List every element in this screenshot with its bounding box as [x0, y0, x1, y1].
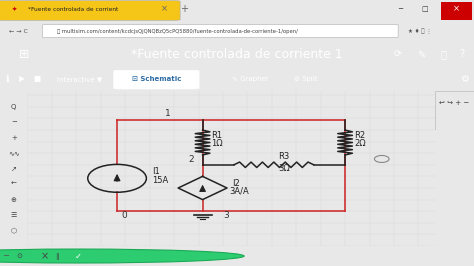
Text: ✦: ✦ [12, 7, 17, 12]
Text: ⊕: ⊕ [11, 197, 17, 203]
Circle shape [0, 251, 152, 262]
Text: *Fuente controlada de corriente 1: *Fuente controlada de corriente 1 [131, 48, 343, 61]
Text: *Fuente controlada de corrient: *Fuente controlada de corrient [28, 7, 118, 12]
Text: ✓: ✓ [75, 252, 82, 260]
Text: ⚙: ⚙ [460, 74, 468, 84]
Text: R1: R1 [211, 131, 223, 140]
Text: ⤢: ⤢ [441, 49, 447, 59]
Text: 1Ω: 1Ω [211, 139, 223, 148]
Text: 3Ω: 3Ω [278, 164, 290, 173]
Text: ‖: ‖ [55, 252, 59, 260]
Text: 15A: 15A [152, 176, 168, 185]
Text: ∿ Grapher: ∿ Grapher [232, 76, 269, 82]
Text: ↩ ↪ + −: ↩ ↪ + − [439, 100, 469, 106]
Text: −: − [11, 119, 17, 125]
Text: 3A/A: 3A/A [229, 186, 249, 196]
Text: ↗: ↗ [11, 166, 17, 172]
Text: Interactive ▼: Interactive ▼ [57, 76, 102, 82]
Circle shape [0, 249, 244, 263]
Text: ⊞: ⊞ [19, 48, 29, 61]
Text: 3: 3 [223, 211, 228, 220]
Text: 1: 1 [165, 109, 171, 118]
FancyBboxPatch shape [0, 1, 180, 20]
Text: ?: ? [460, 49, 465, 59]
Text: 0: 0 [121, 211, 127, 220]
Text: +: + [180, 4, 188, 14]
Text: Q: Q [11, 104, 17, 110]
Text: ⊡ Schematic: ⊡ Schematic [132, 76, 181, 82]
Text: ⊘ Split: ⊘ Split [294, 76, 318, 82]
Text: ←: ← [11, 181, 17, 187]
FancyBboxPatch shape [114, 70, 199, 89]
Text: −: − [2, 252, 9, 260]
Text: R2: R2 [354, 131, 365, 140]
Text: 2: 2 [188, 155, 194, 164]
Text: ×: × [161, 5, 168, 14]
Text: ⊙: ⊙ [16, 253, 22, 259]
Text: ← → C: ← → C [9, 29, 28, 34]
Text: ■: ■ [33, 74, 40, 83]
Text: ☰: ☰ [10, 212, 17, 218]
Circle shape [0, 251, 190, 262]
Text: ✎: ✎ [417, 49, 425, 59]
FancyBboxPatch shape [441, 2, 472, 20]
Text: ★ ♦ 👤 ⋮: ★ ♦ 👤 ⋮ [408, 28, 431, 34]
Text: I2: I2 [232, 179, 240, 188]
Text: I1: I1 [152, 167, 159, 176]
Text: □: □ [422, 6, 428, 12]
Text: ⟳: ⟳ [393, 49, 401, 59]
Text: +: + [11, 135, 17, 141]
Text: ∿∿: ∿∿ [8, 150, 19, 156]
Text: ×: × [453, 5, 460, 14]
Text: ▶: ▶ [19, 74, 25, 83]
Text: ─: ─ [398, 6, 402, 12]
FancyBboxPatch shape [43, 25, 398, 38]
Text: ℹ: ℹ [6, 74, 9, 84]
Text: R3: R3 [278, 152, 289, 161]
Text: ⬡: ⬡ [11, 228, 17, 234]
Text: ×: × [40, 251, 48, 261]
Text: 🔒 multisim.com/content/kcdcjsQjQNQBzQ5cPQ5880/fuente-controlada-de-corriente-1/o: 🔒 multisim.com/content/kcdcjsQjQNQBzQ5cP… [57, 29, 298, 34]
Text: 2Ω: 2Ω [354, 139, 365, 148]
